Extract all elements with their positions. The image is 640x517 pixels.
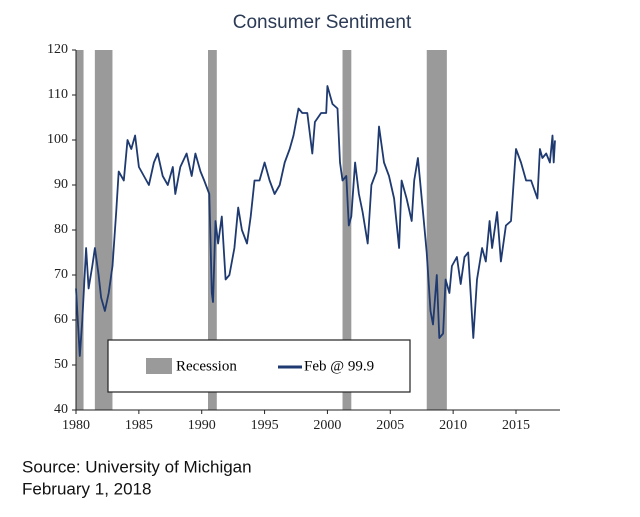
recession-band <box>208 50 217 410</box>
recession-band <box>94 50 113 410</box>
chart-title: Consumer Sentiment <box>233 12 412 33</box>
x-tick-label: 2005 <box>376 418 404 433</box>
x-tick-label: 1995 <box>251 418 279 433</box>
x-tick-label: 1985 <box>125 418 153 433</box>
date: February 1, 2018 <box>22 479 151 498</box>
y-tick-label: 110 <box>48 87 68 102</box>
y-tick-label: 80 <box>54 222 68 237</box>
recession-band <box>342 50 352 410</box>
y-tick-label: 50 <box>54 357 68 372</box>
source: Source: University of Michigan <box>22 457 252 476</box>
y-tick-label: 70 <box>54 267 68 282</box>
legend-label: Recession <box>176 358 237 374</box>
x-tick-label: 2000 <box>313 418 341 433</box>
y-tick-label: 90 <box>54 177 68 192</box>
y-tick-label: 60 <box>54 312 68 327</box>
x-tick-label: 1990 <box>188 418 216 433</box>
plot-area: 40 50 60 70 80 90 100 110 120 1980 1985 1990 1995 200… <box>47 42 560 433</box>
legend-label: Feb @ 99.9 <box>304 358 374 374</box>
recession-band <box>76 50 84 410</box>
x-tick-label: 2015 <box>502 418 530 433</box>
recession-band <box>426 50 447 410</box>
legend-swatch <box>146 358 172 374</box>
y-tick-label: 40 <box>54 402 68 417</box>
x-tick-label: 1980 <box>62 418 90 433</box>
y-tick-label: 100 <box>47 132 68 147</box>
y-tick-label: 120 <box>47 42 68 57</box>
data-line <box>75 85 556 357</box>
x-tick-label: 2010 <box>439 418 467 433</box>
